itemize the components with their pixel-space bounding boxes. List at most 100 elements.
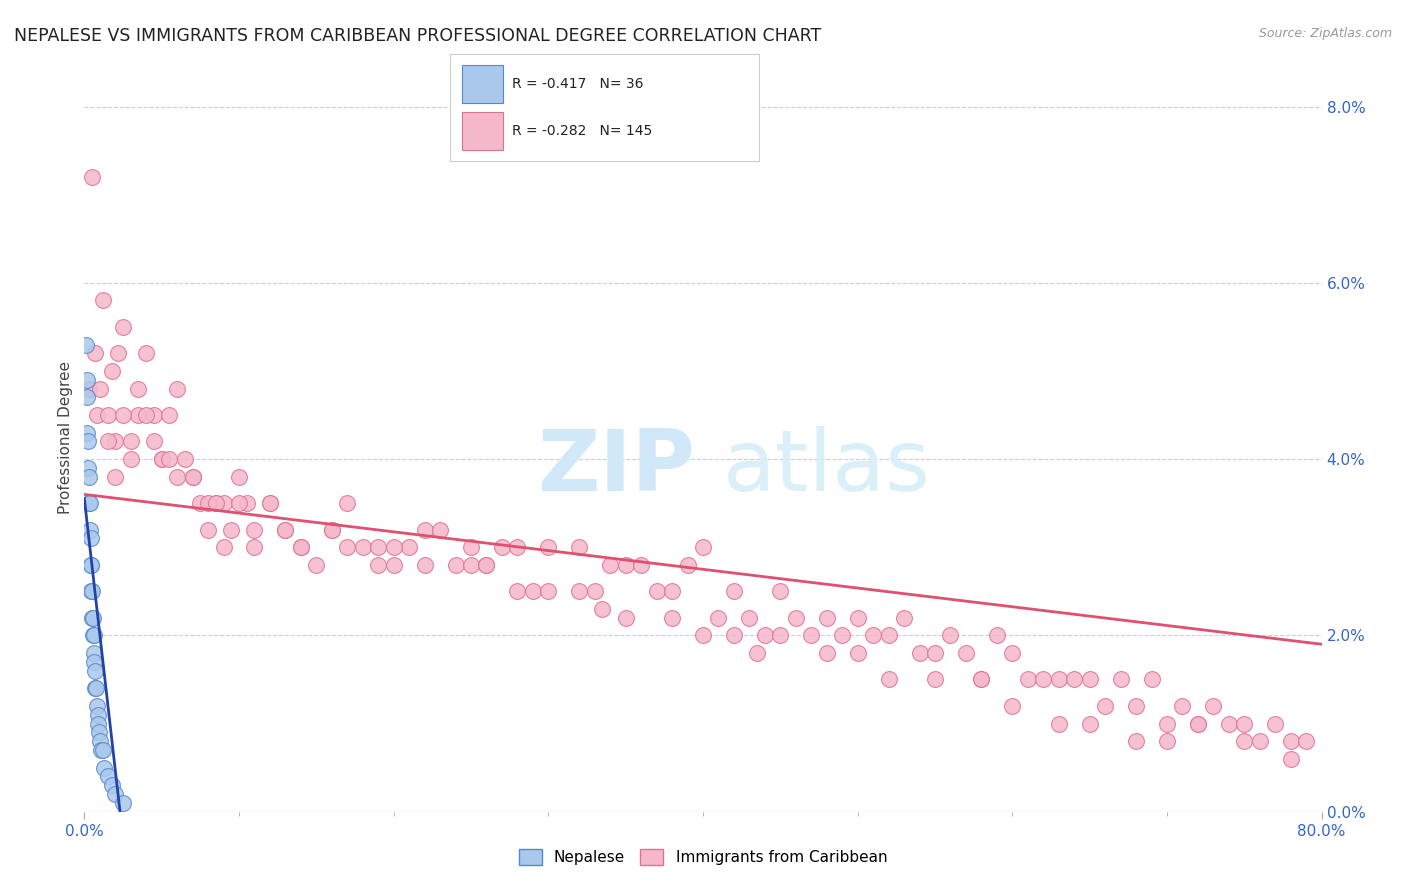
Immigrants from Caribbean bbox=[120, 452, 142, 467]
Immigrants from Caribbean bbox=[1125, 734, 1147, 748]
Immigrants from Caribbean bbox=[221, 523, 243, 537]
Immigrants from Caribbean bbox=[166, 469, 188, 483]
Immigrants from Caribbean bbox=[893, 611, 915, 625]
Nepalese bbox=[79, 496, 101, 510]
Nepalese bbox=[80, 584, 103, 599]
Immigrants from Caribbean bbox=[96, 434, 118, 449]
Nepalese bbox=[76, 373, 98, 387]
Immigrants from Caribbean bbox=[661, 584, 683, 599]
Immigrants from Caribbean bbox=[1187, 716, 1209, 731]
Immigrants from Caribbean bbox=[212, 496, 235, 510]
Nepalese bbox=[75, 337, 97, 351]
Immigrants from Caribbean bbox=[506, 541, 529, 555]
Immigrants from Caribbean bbox=[1047, 673, 1070, 687]
Immigrants from Caribbean bbox=[661, 611, 683, 625]
Nepalese bbox=[77, 469, 100, 483]
Immigrants from Caribbean bbox=[1063, 673, 1085, 687]
Immigrants from Caribbean bbox=[367, 541, 389, 555]
Immigrants from Caribbean bbox=[104, 469, 127, 483]
Immigrants from Caribbean bbox=[908, 646, 931, 660]
Nepalese bbox=[84, 681, 107, 696]
Immigrants from Caribbean bbox=[877, 628, 900, 642]
Immigrants from Caribbean bbox=[692, 541, 714, 555]
Immigrants from Caribbean bbox=[84, 346, 107, 360]
Nepalese bbox=[86, 698, 108, 713]
Immigrants from Caribbean bbox=[769, 584, 792, 599]
Immigrants from Caribbean bbox=[290, 541, 312, 555]
Nepalese bbox=[84, 681, 107, 696]
Immigrants from Caribbean bbox=[1047, 716, 1070, 731]
Immigrants from Caribbean bbox=[274, 523, 297, 537]
Immigrants from Caribbean bbox=[568, 584, 591, 599]
Immigrants from Caribbean bbox=[259, 496, 281, 510]
Immigrants from Caribbean bbox=[846, 611, 869, 625]
Immigrants from Caribbean bbox=[101, 364, 124, 378]
Immigrants from Caribbean bbox=[986, 628, 1008, 642]
Immigrants from Caribbean bbox=[939, 628, 962, 642]
Immigrants from Caribbean bbox=[862, 628, 884, 642]
Immigrants from Caribbean bbox=[815, 646, 838, 660]
Immigrants from Caribbean bbox=[321, 523, 343, 537]
Nepalese bbox=[82, 611, 104, 625]
Immigrants from Caribbean bbox=[955, 646, 977, 660]
Immigrants from Caribbean bbox=[800, 628, 823, 642]
Immigrants from Caribbean bbox=[429, 523, 451, 537]
Immigrants from Caribbean bbox=[336, 496, 359, 510]
Immigrants from Caribbean bbox=[1202, 698, 1225, 713]
Immigrants from Caribbean bbox=[82, 169, 104, 184]
Nepalese bbox=[80, 558, 103, 572]
Immigrants from Caribbean bbox=[599, 558, 621, 572]
Immigrants from Caribbean bbox=[1109, 673, 1132, 687]
Immigrants from Caribbean bbox=[614, 558, 637, 572]
Immigrants from Caribbean bbox=[166, 382, 188, 396]
Immigrants from Caribbean bbox=[382, 541, 405, 555]
Immigrants from Caribbean bbox=[181, 469, 204, 483]
Nepalese bbox=[90, 743, 112, 757]
Immigrants from Caribbean bbox=[382, 558, 405, 572]
Immigrants from Caribbean bbox=[352, 541, 374, 555]
Immigrants from Caribbean bbox=[491, 541, 513, 555]
Nepalese bbox=[77, 434, 100, 449]
Nepalese bbox=[77, 461, 100, 475]
Nepalese bbox=[91, 743, 114, 757]
Immigrants from Caribbean bbox=[522, 584, 544, 599]
Immigrants from Caribbean bbox=[112, 319, 135, 334]
Immigrants from Caribbean bbox=[738, 611, 761, 625]
Immigrants from Caribbean bbox=[143, 408, 166, 422]
Immigrants from Caribbean bbox=[197, 523, 219, 537]
Nepalese bbox=[76, 391, 98, 405]
Immigrants from Caribbean bbox=[159, 452, 180, 467]
Immigrants from Caribbean bbox=[475, 558, 498, 572]
Immigrants from Caribbean bbox=[676, 558, 699, 572]
Immigrants from Caribbean bbox=[1125, 698, 1147, 713]
Immigrants from Caribbean bbox=[460, 541, 482, 555]
Immigrants from Caribbean bbox=[367, 558, 389, 572]
Immigrants from Caribbean bbox=[614, 611, 637, 625]
Immigrants from Caribbean bbox=[135, 408, 157, 422]
Immigrants from Caribbean bbox=[723, 584, 745, 599]
Immigrants from Caribbean bbox=[107, 346, 129, 360]
Nepalese bbox=[83, 628, 105, 642]
Immigrants from Caribbean bbox=[398, 541, 420, 555]
Immigrants from Caribbean bbox=[475, 558, 498, 572]
Immigrants from Caribbean bbox=[127, 382, 149, 396]
Nepalese bbox=[83, 646, 105, 660]
Text: Source: ZipAtlas.com: Source: ZipAtlas.com bbox=[1258, 27, 1392, 40]
Immigrants from Caribbean bbox=[181, 469, 204, 483]
Immigrants from Caribbean bbox=[707, 611, 730, 625]
Immigrants from Caribbean bbox=[924, 646, 946, 660]
Immigrants from Caribbean bbox=[1017, 673, 1039, 687]
Immigrants from Caribbean bbox=[506, 584, 529, 599]
Immigrants from Caribbean bbox=[321, 523, 343, 537]
Immigrants from Caribbean bbox=[205, 496, 228, 510]
Nepalese bbox=[79, 523, 101, 537]
Text: R = -0.282   N= 145: R = -0.282 N= 145 bbox=[512, 124, 652, 138]
Immigrants from Caribbean bbox=[970, 673, 993, 687]
Immigrants from Caribbean bbox=[1295, 734, 1317, 748]
Immigrants from Caribbean bbox=[91, 293, 114, 308]
Immigrants from Caribbean bbox=[1249, 734, 1271, 748]
Text: atlas: atlas bbox=[723, 425, 931, 508]
Immigrants from Caribbean bbox=[877, 673, 900, 687]
Immigrants from Caribbean bbox=[1032, 673, 1054, 687]
Immigrants from Caribbean bbox=[150, 452, 173, 467]
